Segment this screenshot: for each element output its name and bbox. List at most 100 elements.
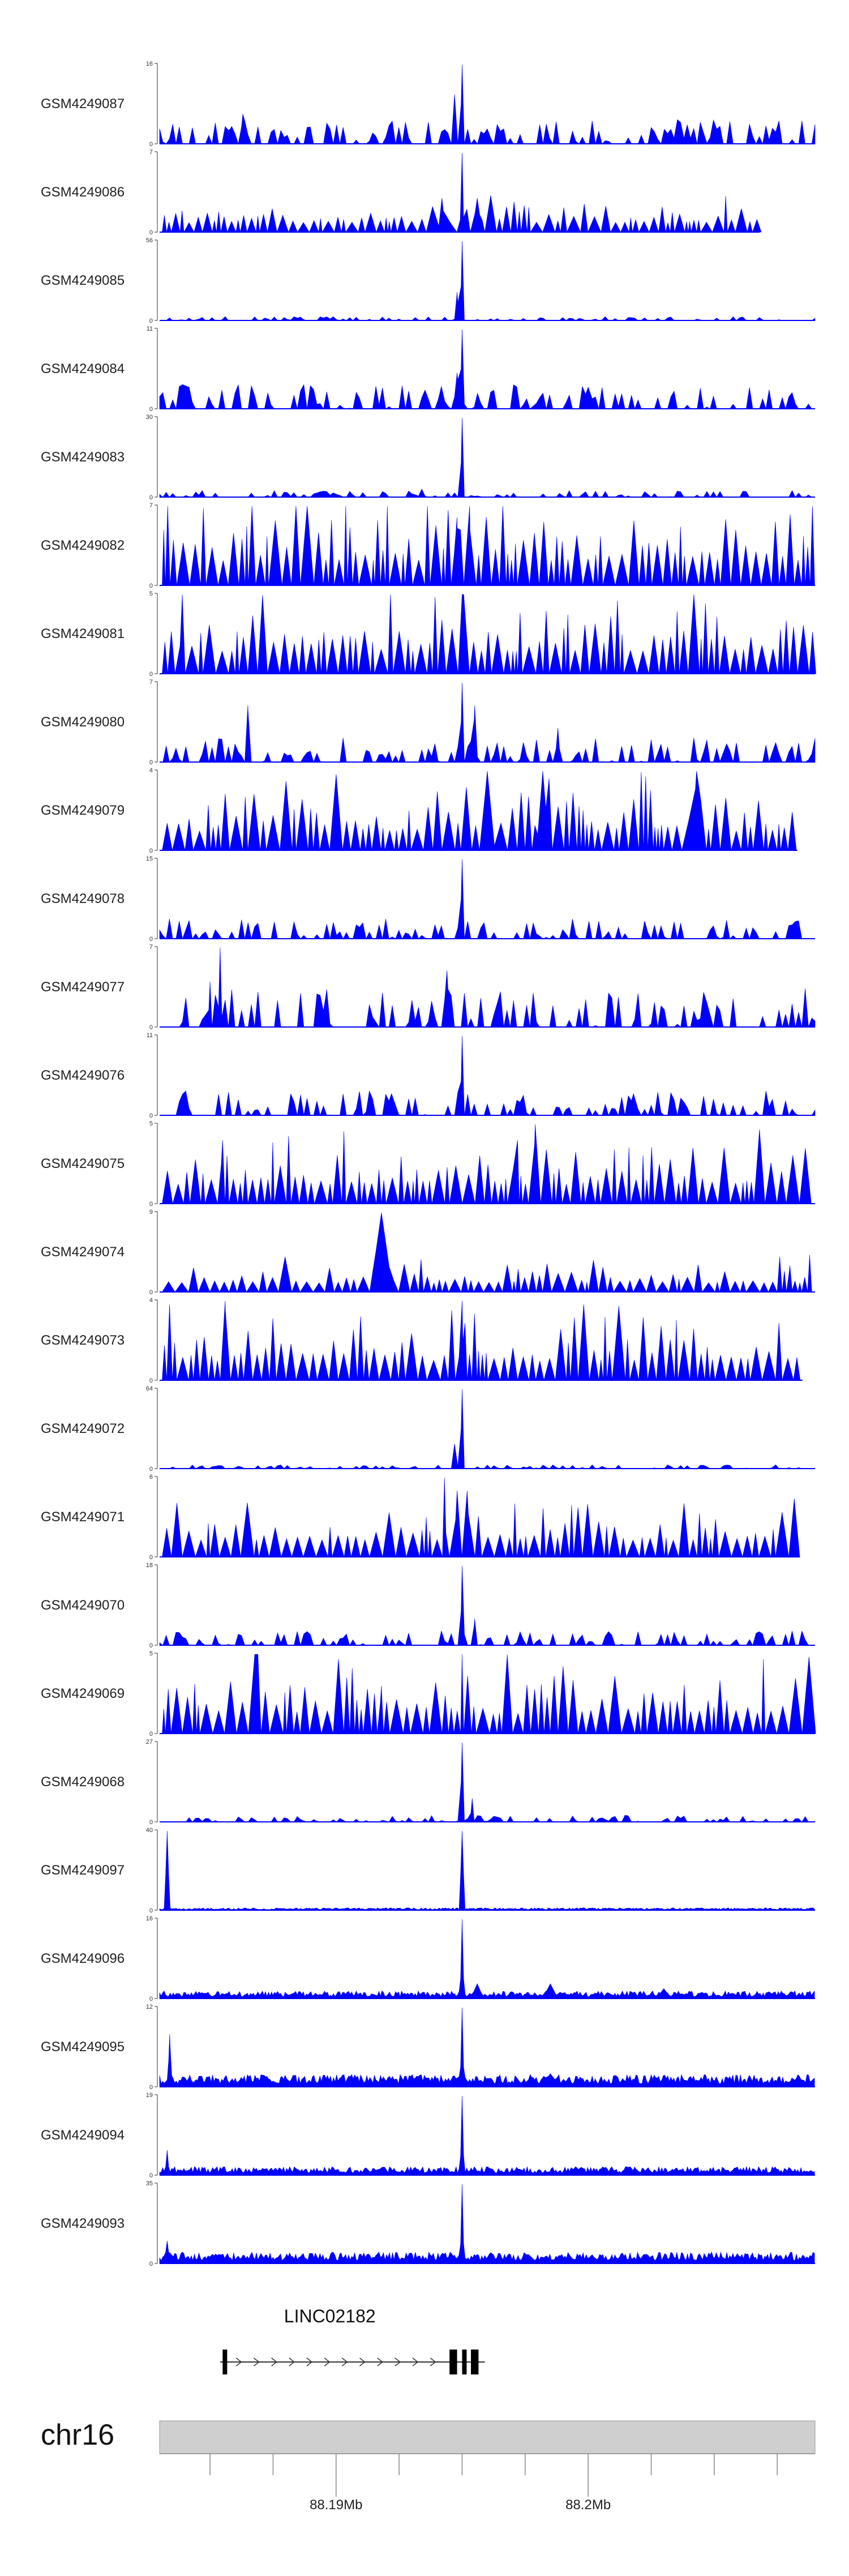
y-min-label: 0	[149, 1466, 153, 1473]
y-min-label: 0	[149, 229, 153, 236]
coverage-track: GSM4249086 7 0	[41, 149, 762, 236]
y-max-label: 5	[149, 1650, 153, 1657]
gene-exon	[471, 2350, 479, 2374]
y-min-label: 0	[149, 583, 153, 589]
coverage-track: GSM4249096 16 0	[41, 1915, 815, 2002]
coverage-area	[159, 1919, 815, 1999]
coverage-track: GSM4249084 11 0	[41, 326, 815, 413]
strand-arrow	[412, 2357, 419, 2367]
y-max-label: 9	[149, 1209, 153, 1216]
track-label: GSM4249073	[41, 1333, 125, 1348]
y-max-label: 64	[146, 1385, 153, 1392]
strand-arrow	[395, 2357, 401, 2367]
coverage-area	[159, 329, 815, 410]
coverage-area	[159, 859, 815, 940]
coverage-track: GSM4249079 4 0	[41, 767, 797, 854]
y-max-label: 18	[146, 1562, 153, 1569]
y-max-label: 27	[146, 1739, 153, 1745]
track-label: GSM4249072	[41, 1421, 125, 1436]
coverage-area	[162, 152, 762, 233]
coverage-track: GSM4249081 5 0	[41, 590, 816, 678]
coverage-track: GSM4249087 16 0	[41, 61, 816, 148]
chromosome-band	[159, 2420, 816, 2454]
coverage-area	[159, 2095, 815, 2176]
coverage-area	[160, 1389, 816, 1469]
y-min-label: 0	[149, 671, 153, 678]
y-min-label: 0	[149, 936, 153, 943]
coverage-area	[162, 506, 815, 586]
track-label: GSM4249083	[41, 450, 125, 465]
coverage-track: GSM4249077 7 0	[41, 944, 816, 1031]
coverage-track: GSM4249068 27 0	[41, 1739, 815, 1826]
y-max-label: 7	[149, 502, 153, 509]
coverage-track: GSM4249093 35 0	[41, 2180, 815, 2267]
track-label: GSM4249079	[41, 803, 125, 818]
chromosome-axis-track: chr16 88.19Mb 88.2Mb	[41, 2419, 816, 2513]
y-max-label: 5	[149, 1120, 153, 1127]
coverage-area	[161, 1212, 812, 1293]
y-min-label: 0	[149, 1024, 153, 1031]
y-max-label: 56	[146, 237, 153, 244]
y-min-label: 0	[149, 1819, 153, 1826]
track-label: GSM4249096	[41, 1951, 125, 1966]
gene-exon	[222, 2350, 228, 2374]
coverage-area	[162, 594, 816, 675]
track-label: GSM4249085	[41, 273, 125, 288]
y-min-label: 0	[149, 1289, 153, 1296]
track-label: GSM4249081	[41, 626, 125, 641]
y-min-label: 0	[149, 494, 153, 501]
y-min-label: 0	[149, 1554, 153, 1561]
y-min-label: 0	[149, 848, 153, 854]
y-min-label: 0	[149, 1907, 153, 1914]
y-max-label: 4	[149, 1297, 153, 1304]
y-min-label: 0	[149, 1201, 153, 1208]
strand-arrow	[235, 2357, 242, 2367]
coverage-track: GSM4249073 4 0	[41, 1297, 803, 1384]
coverage-track: GSM4249076 11 0	[41, 1032, 816, 1119]
strand-arrow	[359, 2357, 366, 2367]
y-max-label: 35	[146, 2180, 153, 2187]
y-max-label: 7	[149, 149, 153, 156]
coverage-track: GSM4249095 12 0	[41, 2004, 815, 2091]
y-min-label: 0	[149, 2084, 153, 2091]
coverage-track: GSM4249070 18 0	[41, 1562, 815, 1649]
y-min-label: 0	[149, 1377, 153, 1384]
y-max-label: 40	[146, 1827, 153, 1834]
y-max-label: 11	[147, 326, 153, 332]
coverage-area	[162, 1300, 801, 1381]
chromosome-label: chr16	[41, 2419, 114, 2451]
strand-arrow	[377, 2357, 383, 2367]
track-label: GSM4249074	[41, 1244, 125, 1260]
track-label: GSM4249077	[41, 979, 125, 995]
strand-arrow	[289, 2357, 295, 2367]
y-max-label: 16	[146, 1915, 153, 1922]
y-min-label: 0	[149, 1996, 153, 2002]
track-label: GSM4249093	[41, 2216, 125, 2231]
y-min-label: 0	[149, 2172, 153, 2179]
coverage-track: GSM4249094 19 0	[41, 2092, 815, 2179]
gene-label: LINC02182	[284, 2306, 376, 2326]
coverage-area	[162, 1124, 812, 1204]
coverage-area	[159, 241, 816, 321]
y-min-label: 0	[149, 1731, 153, 1738]
track-label: GSM4249086	[41, 185, 125, 200]
coverage-track: GSM4249085 56 0	[41, 237, 816, 324]
track-label: GSM4249084	[41, 361, 125, 376]
y-min-label: 0	[149, 318, 153, 324]
coverage-track: GSM4249075 5 0	[41, 1120, 815, 1208]
track-label: GSM4249076	[41, 1068, 125, 1083]
coverage-area	[159, 417, 815, 498]
y-max-label: 6	[149, 1474, 153, 1480]
y-min-label: 0	[149, 2261, 153, 2267]
y-max-label: 15	[146, 855, 153, 862]
y-max-label: 30	[146, 414, 153, 421]
gene-exon	[449, 2350, 457, 2374]
y-max-label: 4	[149, 767, 153, 774]
coverage-track: GSM4249078 15 0	[41, 855, 815, 943]
y-min-label: 0	[149, 1642, 153, 1649]
coverage-track: GSM4249083 30 0	[41, 414, 815, 501]
y-max-label: 7	[149, 679, 153, 686]
track-label: GSM4249075	[41, 1156, 125, 1171]
strand-arrow	[271, 2357, 277, 2367]
